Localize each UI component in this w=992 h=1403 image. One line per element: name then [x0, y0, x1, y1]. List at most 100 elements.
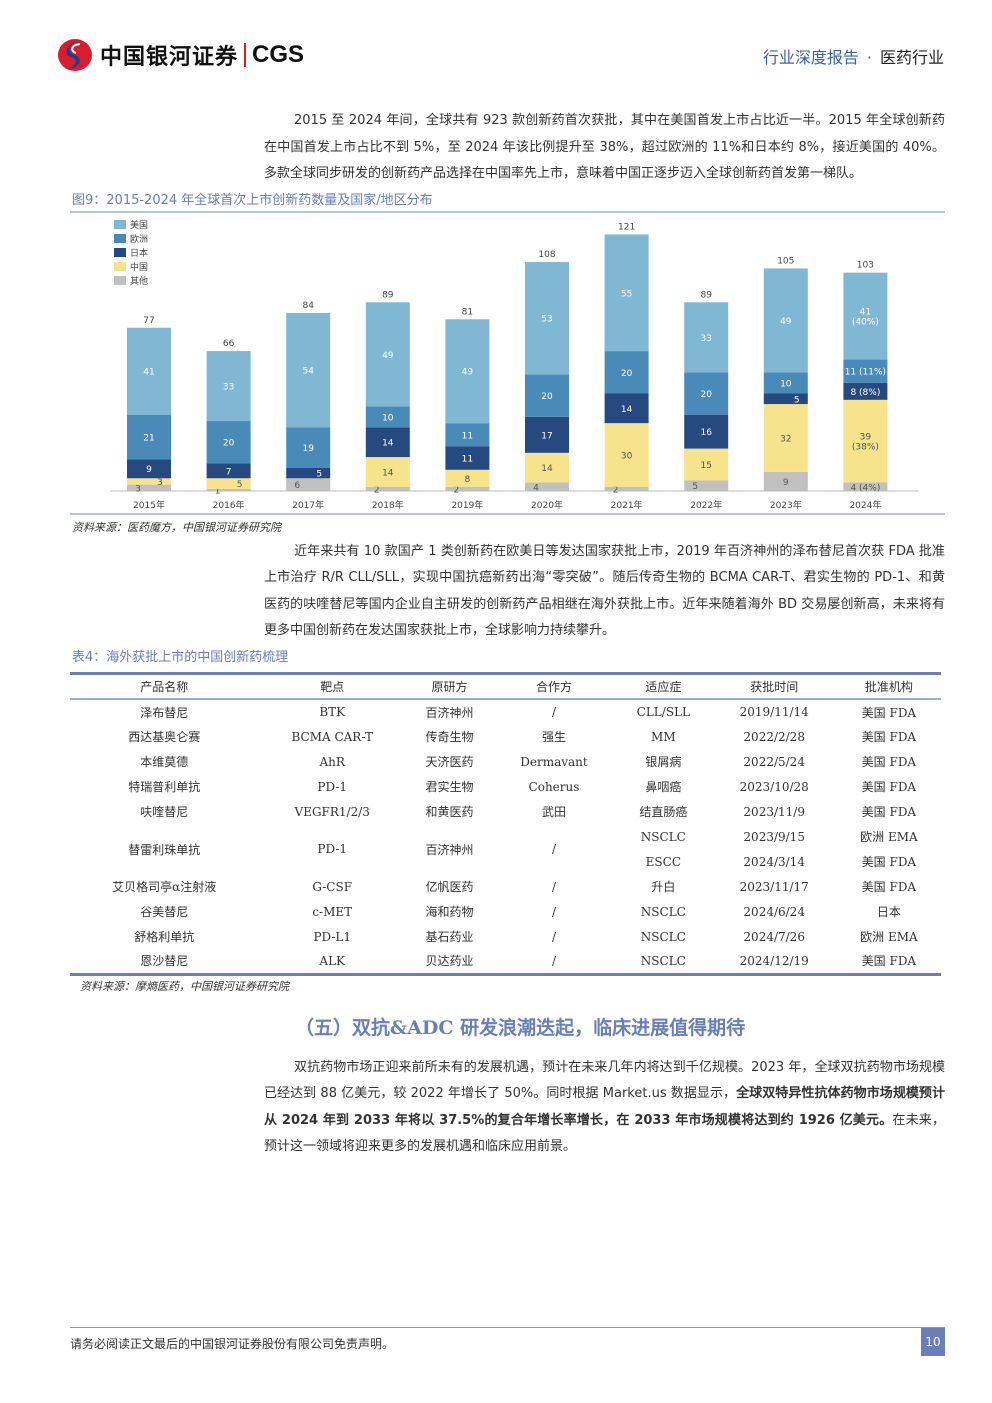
header-separator: ·: [866, 48, 872, 67]
table-row: ESCC 2024/3/14 美国 FDA: [70, 849, 941, 874]
indication-cell: NSCLC: [640, 829, 686, 844]
table-row: 西达基奥仑赛 BCMA CAR-T 传奇生物 强生 MM 2022/2/28 美国 FDA: [70, 724, 941, 749]
indication-cell: ESCC: [645, 854, 681, 869]
bar-segment: [763, 403, 808, 472]
bar-segment: [365, 301, 410, 406]
product-name-cell: 泽布替尼: [140, 705, 189, 720]
bar-data-label: 10: [780, 379, 792, 389]
approved-drugs-table: 产品名称 靶点 原研方 合作方 适应症 获批时间 批准机构 泽布替尼 BTK 百济神州 / CLL/…: [70, 671, 941, 976]
product-name-cell: 恩沙替尼: [140, 954, 189, 969]
bar-segment: [127, 414, 171, 459]
product-name-cell: 艾贝格司亭α注射液: [112, 880, 217, 894]
bar-segment: [525, 373, 569, 417]
figure-caption: 图9：2015-2024 年全球首次上市创新药数量及国家/地区分布: [72, 192, 433, 208]
x-tick-label: 2015年: [133, 499, 165, 511]
paragraph-3-text-a: 双抗药物市场正迎来前所未有的发展机遇，预计在未来几年内将达到千亿规模。2023 …: [264, 1059, 945, 1102]
target-cell: PD-1: [317, 779, 348, 794]
bar-segment: [365, 486, 410, 491]
indication-cell: CLL/SLL: [636, 705, 690, 719]
bar-data-label: 17: [541, 431, 552, 441]
paragraph-3-text-c: 在未来，预计这一领域将迎来更多的发展机遇和临床应用前景。: [264, 1112, 945, 1155]
stacked-bar-chart: 3392141772015年1572033662016年651954842017…: [110, 219, 918, 511]
footer-rule: [70, 1327, 945, 1328]
paragraph-3-text-bold: 全球双特异性抗体药物市场规模预计从 2024 年到 2033 年将以 37.5%…: [264, 1086, 945, 1128]
table-row: 恩沙替尼 ALK 贝达药业 / NSCLC 2024/12/19 美国 FDA: [70, 949, 941, 974]
bar-segment: [843, 399, 888, 483]
bar-data-label: 3: [157, 477, 163, 487]
bar-total-label: 84: [302, 300, 314, 310]
column-header: 合作方: [492, 673, 616, 700]
bar-data-label: 11: [462, 454, 473, 464]
bar-data-label: 5: [794, 395, 800, 405]
bar-data-label: 6: [294, 481, 300, 491]
bar-segment: [206, 350, 251, 421]
bar-segment: [525, 482, 569, 491]
bar-data-label: 21: [143, 433, 154, 443]
target-cell: G-CSF: [312, 879, 353, 894]
bar-data-label: 19: [302, 444, 314, 454]
bar-data-label: 30: [621, 451, 633, 461]
bar-data-label: 54: [302, 366, 314, 376]
bar-data-label: 10: [382, 413, 394, 423]
target-cell: VEGFR1/2/3: [294, 804, 370, 819]
table-row: 本维莫德 AhR 天济医药 Dermavant 银屑病 2022/5/24 美国 FDA: [70, 749, 941, 774]
bar-segment: [206, 420, 251, 463]
approval-agency-cell: 美国 FDA: [861, 954, 917, 969]
originator-cell: 和黄医药: [425, 805, 474, 819]
approval-agency-cell: 美国 FDA: [861, 705, 917, 720]
logo-text-cn: 中国银河证券: [100, 45, 239, 70]
bar-data-label: 49: [462, 367, 474, 377]
bar-total-label: 121: [618, 222, 635, 232]
report-header: 行业深度报告 · 医药行业: [763, 44, 944, 68]
x-tick-label: 2017年: [292, 499, 324, 511]
bar-data-label: 39: [860, 432, 872, 442]
indication-cell: NSCLC: [640, 953, 686, 968]
originator-cell: 传奇生物: [425, 730, 474, 744]
legend-label: 欧洲: [130, 233, 148, 245]
bar-total-label: 108: [538, 250, 555, 260]
bar-segment: [843, 482, 888, 491]
bar-segment: [365, 426, 410, 457]
bar-segment: [445, 469, 490, 487]
approval-date-cell: 2024/6/24: [743, 904, 805, 919]
target-cell: PD-1: [317, 842, 348, 856]
bar-segment: [763, 267, 808, 372]
column-header: 原研方: [406, 673, 493, 700]
legend-swatch: [114, 219, 126, 229]
column-header: 适应症: [615, 673, 712, 700]
bar-segment: [365, 456, 410, 487]
bar-segment: [127, 458, 171, 478]
bar-segment: [365, 405, 410, 427]
product-name-cell: 舒格利单抗: [134, 930, 195, 944]
partner-cell: 武田: [541, 805, 566, 819]
bar-segment: [286, 312, 331, 427]
indication-cell: NSCLC: [640, 929, 686, 944]
partner-cell: 强生: [541, 730, 566, 744]
partner-cell: /: [551, 705, 556, 719]
bar-total-label: 77: [143, 315, 154, 325]
bar-data-label: (38%): [852, 442, 879, 452]
bar-segment: [445, 318, 490, 423]
product-name-cell: 西达基奥仑赛: [128, 730, 201, 744]
approval-agency-cell: 欧洲 EMA: [860, 930, 918, 944]
report-type: 行业深度报告: [762, 48, 859, 67]
partner-cell: /: [551, 953, 556, 968]
column-header: 靶点: [258, 673, 406, 700]
legend-swatch: [114, 233, 126, 243]
target-cell: BCMA CAR-T: [291, 729, 373, 744]
bar-data-label: 53: [541, 314, 552, 324]
bar-segment: [763, 392, 808, 404]
bar-data-label: 7: [226, 467, 232, 477]
bar-total-label: 103: [857, 260, 874, 270]
bar-segment: [525, 261, 569, 374]
bar-data-label: 32: [780, 434, 791, 444]
bar-total-label: 105: [777, 256, 794, 266]
table-row: 泽布替尼 BTK 百济神州 / CLL/SLL 2019/11/14 美国 FDA: [70, 699, 941, 724]
bar-segment: [127, 484, 171, 491]
bar-segment: [684, 414, 729, 449]
table-row: 呋喹替尼 VEGFR1/2/3 和黄医药 武田 结直肠癌 2023/11/9 美国 FDA: [70, 799, 941, 824]
indication-cell: MM: [651, 729, 676, 744]
bar-segment: [445, 486, 490, 491]
column-header: 获批时间: [711, 673, 837, 700]
target-cell: ALK: [319, 953, 346, 968]
